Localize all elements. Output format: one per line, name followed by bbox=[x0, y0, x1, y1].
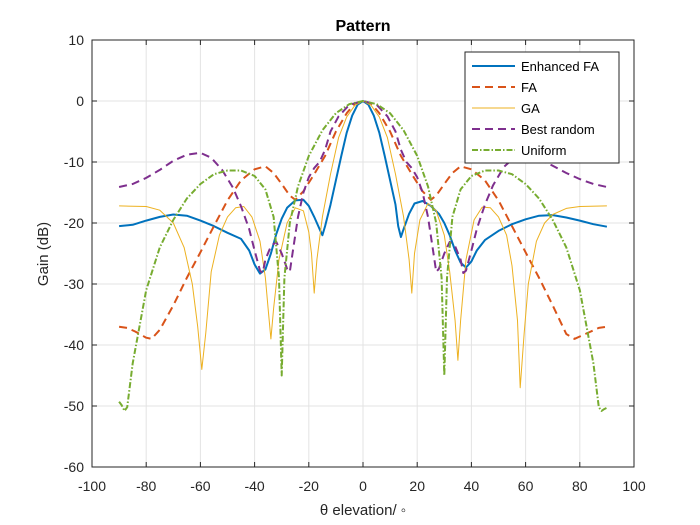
x-tick-label: 80 bbox=[572, 478, 588, 494]
legend-label: FA bbox=[521, 80, 537, 95]
x-tick-label: -80 bbox=[136, 478, 156, 494]
series-line-uniform bbox=[118, 100, 608, 412]
x-tick-label: 60 bbox=[518, 478, 534, 494]
y-tick-label: -60 bbox=[64, 459, 84, 475]
x-tick-label: -40 bbox=[244, 478, 264, 494]
y-tick-label: 10 bbox=[68, 32, 84, 48]
y-tick-label: 0 bbox=[76, 93, 84, 109]
chart-title: Pattern bbox=[335, 18, 390, 35]
legend-label: GA bbox=[521, 101, 540, 116]
x-axis-label: θ elevation/ ◦ bbox=[320, 502, 406, 519]
y-tick-label: -20 bbox=[64, 215, 84, 231]
y-tick-label: -30 bbox=[64, 276, 84, 292]
y-tick-label: -50 bbox=[64, 398, 84, 414]
y-tick-labels: 10 0 -10 -20 -30 -40 -50 -60 bbox=[64, 32, 84, 475]
series-lines bbox=[118, 100, 608, 412]
x-tick-labels: -100 -80 -60 -40 -20 0 20 40 60 80 100 bbox=[78, 478, 646, 494]
y-tick-label: -40 bbox=[64, 337, 84, 353]
legend-label: Uniform bbox=[521, 143, 567, 158]
series-line-best-random bbox=[118, 100, 608, 274]
x-tick-label: 0 bbox=[359, 478, 367, 494]
y-axis-label: Gain (dB) bbox=[35, 222, 52, 286]
legend: Enhanced FA FA GA Best random Uniform bbox=[464, 51, 620, 164]
series-line-fa bbox=[118, 100, 608, 340]
x-tick-label: -60 bbox=[190, 478, 210, 494]
x-tick-label: 40 bbox=[464, 478, 480, 494]
x-tick-label: -20 bbox=[299, 478, 319, 494]
y-tick-label: -10 bbox=[64, 154, 84, 170]
legend-label: Best random bbox=[521, 122, 595, 137]
x-tick-label: 20 bbox=[409, 478, 425, 494]
x-tick-label: -100 bbox=[78, 478, 106, 494]
legend-label: Enhanced FA bbox=[521, 59, 599, 74]
x-tick-label: 100 bbox=[622, 478, 646, 494]
axis-ticks bbox=[91, 39, 635, 468]
